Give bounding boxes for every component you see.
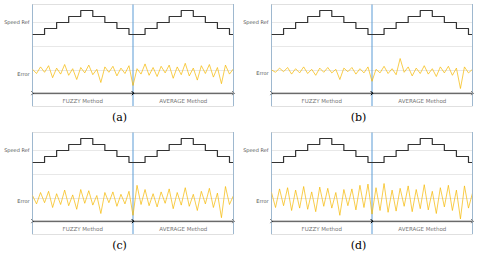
svg-text:Error: Error xyxy=(256,70,269,76)
svg-text:AVERAGE Method: AVERAGE Method xyxy=(159,226,207,232)
svg-text:Speed Ref: Speed Ref xyxy=(243,19,269,26)
svg-text:Error: Error xyxy=(17,198,30,204)
html-text:(a): (a) xyxy=(111,111,128,124)
svg-text:AVERAGE Method: AVERAGE Method xyxy=(159,98,207,104)
svg-text:AVERAGE Method: AVERAGE Method xyxy=(398,98,446,104)
svg-text:Error: Error xyxy=(17,71,30,77)
html-text:(b): (b) xyxy=(350,111,367,124)
html-text:(d): (d) xyxy=(350,239,367,252)
svg-text:FUZZY Method: FUZZY Method xyxy=(302,98,342,104)
svg-text:Speed Ref: Speed Ref xyxy=(4,147,30,154)
svg-text:Error: Error xyxy=(256,198,269,204)
svg-text:FUZZY Method: FUZZY Method xyxy=(302,226,342,232)
html-text:(c): (c) xyxy=(112,239,127,252)
svg-text:AVERAGE Method: AVERAGE Method xyxy=(398,226,446,232)
svg-text:Speed Ref: Speed Ref xyxy=(4,19,30,26)
svg-text:Speed Ref: Speed Ref xyxy=(243,147,269,154)
svg-text:FUZZY Method: FUZZY Method xyxy=(63,98,103,104)
svg-text:FUZZY Method: FUZZY Method xyxy=(63,226,103,232)
